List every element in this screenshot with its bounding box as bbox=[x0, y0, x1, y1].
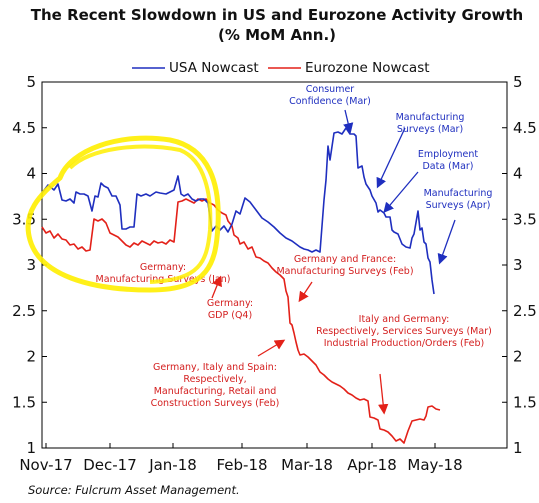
annotation-line: Surveys (Apr) bbox=[426, 200, 491, 211]
x-tick-label: Mar-18 bbox=[281, 456, 333, 474]
highlight-loop-outer bbox=[25, 135, 221, 293]
annotation-arrow bbox=[378, 373, 389, 415]
annotation-arrow bbox=[257, 339, 286, 357]
annotation-line: Industrial Production/Orders (Feb) bbox=[324, 338, 485, 349]
annotation-blue: Manufacturing Surveys (Apr) bbox=[424, 188, 493, 211]
y-tick-label-right: 4 bbox=[513, 165, 523, 183]
x-tick-label: Jan-18 bbox=[148, 456, 197, 474]
annotation-line: Manufacturing bbox=[396, 112, 465, 123]
x-axis-ticks: Nov-17 Dec-17 Jan-18 Feb-18 Mar-18 Apr-18 May-… bbox=[19, 443, 463, 474]
annotation-arrow bbox=[298, 281, 313, 303]
annotation-line: Construction Surveys (Feb) bbox=[151, 398, 280, 409]
y-tick-label-left: 2.5 bbox=[12, 302, 36, 320]
annotation-line: Respectively, Services Surveys (Mar) bbox=[316, 326, 492, 337]
annotation-line: Germany: bbox=[140, 262, 186, 273]
annotation-red: Germany: GDP (Q4) bbox=[207, 298, 253, 321]
y-tick-label-right: 4.5 bbox=[513, 119, 537, 137]
y-tick-label-right: 3.5 bbox=[513, 210, 537, 228]
annotation-line: Germany: bbox=[207, 298, 253, 309]
x-tick-label: Nov-17 bbox=[19, 456, 72, 474]
eurozone-nowcast-line bbox=[41, 198, 441, 444]
y-tick-label-right: 5 bbox=[513, 73, 523, 91]
x-tick-label: Feb-18 bbox=[216, 456, 267, 474]
y-tick-label-left: 4.5 bbox=[12, 119, 36, 137]
annotation-blue: Consumer Confidence (Mar) bbox=[289, 84, 371, 107]
annotation-line: Italy and Germany: bbox=[359, 314, 450, 325]
annotation-red: Italy and Germany: Respectively, Services… bbox=[316, 314, 492, 349]
annotation-blue: Manufacturing Surveys (Mar) bbox=[396, 112, 465, 135]
annotation-arrow bbox=[343, 109, 354, 134]
annotation-red: Germany, Italy and Spain: Respectively, Ma… bbox=[151, 362, 280, 409]
x-tick-label: May-18 bbox=[407, 456, 462, 474]
legend-usa-label: USA Nowcast bbox=[169, 60, 259, 76]
annotation-arrow bbox=[211, 275, 222, 299]
y-tick-label-right: 3 bbox=[513, 256, 523, 274]
annotation-line: Confidence (Mar) bbox=[289, 96, 371, 107]
annotation-line: GDP (Q4) bbox=[208, 310, 252, 321]
annotation-arrow bbox=[383, 171, 419, 213]
y-tick-label-left: 3 bbox=[26, 256, 36, 274]
x-tick-label: Dec-17 bbox=[83, 456, 137, 474]
annotation-arrow bbox=[437, 219, 456, 265]
y-tick-label-left: 1 bbox=[26, 439, 36, 457]
annotation-line: Germany and France: bbox=[294, 254, 396, 265]
y-tick-label-right: 2.5 bbox=[513, 302, 537, 320]
chart-title-line-2: (% MoM Ann.) bbox=[218, 26, 336, 44]
annotations: Consumer Confidence (Mar)Manufacturing Sur… bbox=[96, 84, 493, 415]
y-tick-label-left: 4 bbox=[26, 165, 36, 183]
series-layer bbox=[41, 127, 441, 444]
annotation-line: Germany, Italy and Spain: bbox=[153, 362, 277, 373]
annotation-line: Manufacturing Surveys (Feb) bbox=[276, 266, 413, 277]
annotation-line: Respectively, bbox=[183, 374, 246, 385]
annotation-line: Surveys (Mar) bbox=[397, 124, 463, 135]
y-tick-label-left: 1.5 bbox=[12, 393, 36, 411]
source-note: Source: Fulcrum Asset Management. bbox=[28, 483, 240, 497]
annotation-line: Employment bbox=[418, 149, 478, 160]
annotation-line: Manufacturing, Retail and bbox=[154, 386, 277, 397]
y-tick-label-left: 2 bbox=[26, 348, 36, 366]
legend-eurozone-label: Eurozone Nowcast bbox=[305, 60, 430, 76]
chart-title-line-1: The Recent Slowdown in US and Eurozone A… bbox=[31, 6, 523, 24]
annotation-arrow bbox=[376, 127, 406, 189]
annotation-red: Germany and France: Manufacturing Surveys… bbox=[276, 254, 413, 277]
y-tick-label-right: 1.5 bbox=[513, 393, 537, 411]
annotation-line: Manufacturing bbox=[424, 188, 493, 199]
y-tick-label-right: 2 bbox=[513, 348, 523, 366]
highlight-loop-inner bbox=[68, 144, 213, 284]
legend: USA Nowcast Eurozone Nowcast bbox=[132, 60, 430, 76]
annotation-line: Consumer bbox=[306, 84, 355, 95]
y-tick-label-right: 1 bbox=[513, 439, 523, 457]
usa-nowcast-line bbox=[41, 127, 435, 295]
annotation-line: Data (Mar) bbox=[422, 161, 473, 172]
y-tick-label-left: 5 bbox=[26, 73, 36, 91]
y-axis-ticks: 1 11.5 1.52 22.5 2.53 33.5 3.54 44.5 4.55 5 bbox=[12, 73, 537, 457]
annotation-blue: Employment Data (Mar) bbox=[418, 149, 478, 172]
highlight-markup bbox=[25, 135, 221, 293]
x-tick-label: Apr-18 bbox=[347, 456, 397, 474]
